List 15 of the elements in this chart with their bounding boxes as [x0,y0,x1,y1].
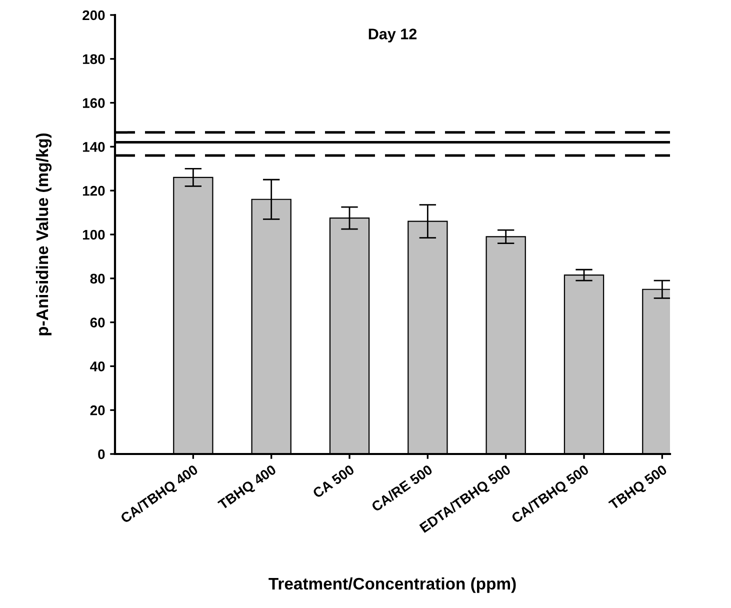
y-tick-label: 160 [82,98,105,108]
y-tick-label: 120 [82,186,105,196]
y-tick-label: 100 [82,230,105,240]
y-tick-label: 20 [90,405,105,416]
y-tick-label: 80 [90,274,105,284]
y-tick-label: 0 [98,449,105,460]
x-tick-label: CA 500 [312,464,355,498]
y-tick-label: 40 [90,362,105,372]
text: Day 12 [368,28,417,42]
y-tick-label: 180 [82,54,105,64]
x-axis-title: Treatment/Concentration (ppm) [268,577,516,593]
y-tick-label: 60 [90,318,105,328]
y-axis-title: p-Anisidine Value (mg/kg) [36,133,52,336]
y-tick-label: 200 [82,10,105,20]
y-tick-label: 140 [82,142,105,152]
